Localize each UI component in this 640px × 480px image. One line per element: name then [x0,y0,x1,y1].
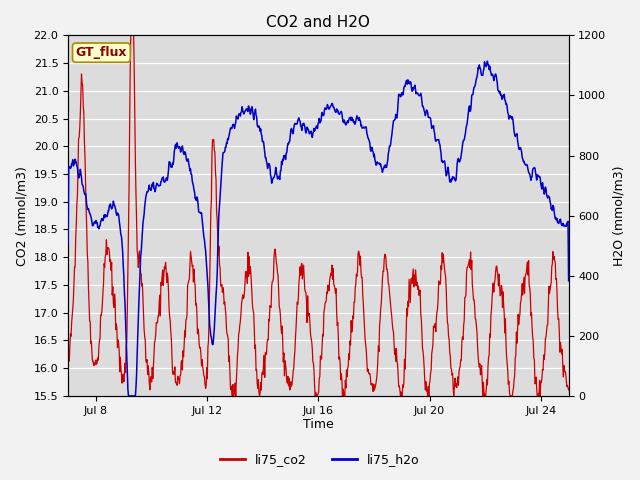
Text: GT_flux: GT_flux [76,46,127,59]
Y-axis label: H2O (mmol/m3): H2O (mmol/m3) [612,166,625,266]
X-axis label: Time: Time [303,419,333,432]
Y-axis label: CO2 (mmol/m3): CO2 (mmol/m3) [15,166,28,265]
Title: CO2 and H2O: CO2 and H2O [266,15,371,30]
Legend: li75_co2, li75_h2o: li75_co2, li75_h2o [215,448,425,471]
